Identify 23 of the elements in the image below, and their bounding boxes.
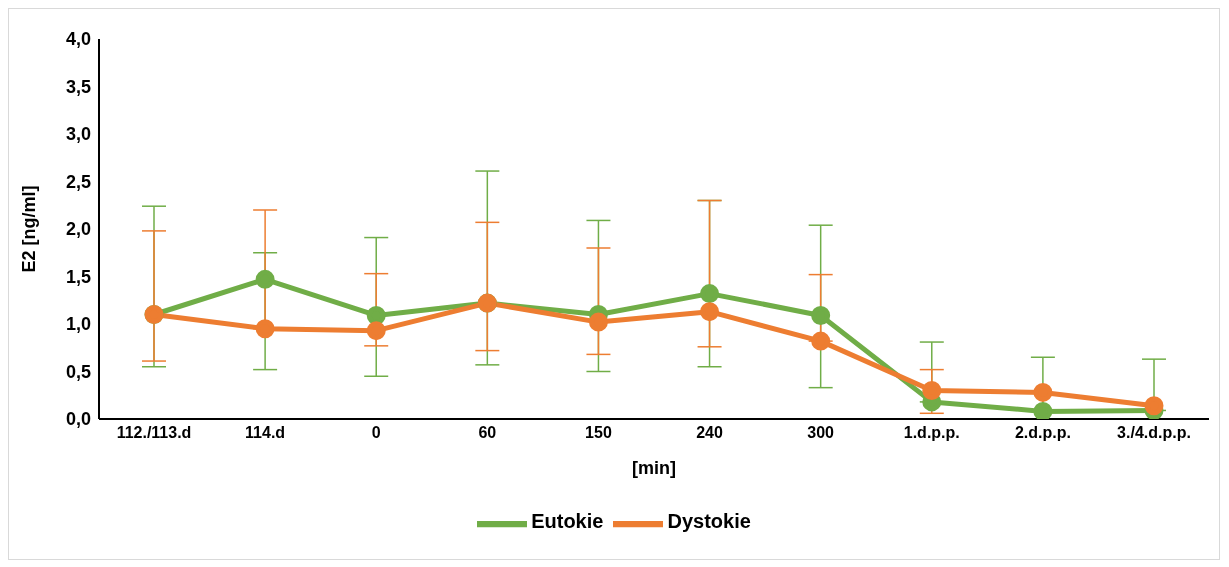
y-axis-title: E2 [ng/ml] xyxy=(19,185,40,273)
y-tick-label: 4,0 xyxy=(65,29,91,50)
x-tick-label: 60 xyxy=(478,424,497,442)
x-tick-label: 114.d xyxy=(245,424,286,442)
x-axis-title: [min] xyxy=(632,458,676,478)
y-tick-label: 2,5 xyxy=(65,171,91,192)
legend-label: Eutokie xyxy=(531,510,604,533)
y-tick-label: 0,5 xyxy=(65,361,91,382)
x-tick-label: 2.d.p.p. xyxy=(1014,424,1071,442)
x-tick-label: 1.d.p.p. xyxy=(903,424,960,442)
y-tick-label: 2,0 xyxy=(65,219,91,240)
y-tick-label: 3,5 xyxy=(65,76,91,97)
x-tick-label: 0 xyxy=(371,424,381,442)
x-tick-label: 240 xyxy=(696,424,723,442)
y-tick-label: 1,5 xyxy=(65,266,91,287)
x-tick-label: 150 xyxy=(585,424,612,442)
x-tick-label: 300 xyxy=(807,424,835,442)
legend-label: Dystokie xyxy=(667,510,751,533)
x-tick-label: 3./4.d.p.p. xyxy=(1117,424,1191,442)
y-tick-label: 0,0 xyxy=(65,409,91,430)
y-tick-label: 3,0 xyxy=(65,124,91,145)
y-tick-label: 1,0 xyxy=(65,314,91,335)
x-tick-label: 112./113.d xyxy=(116,424,192,442)
